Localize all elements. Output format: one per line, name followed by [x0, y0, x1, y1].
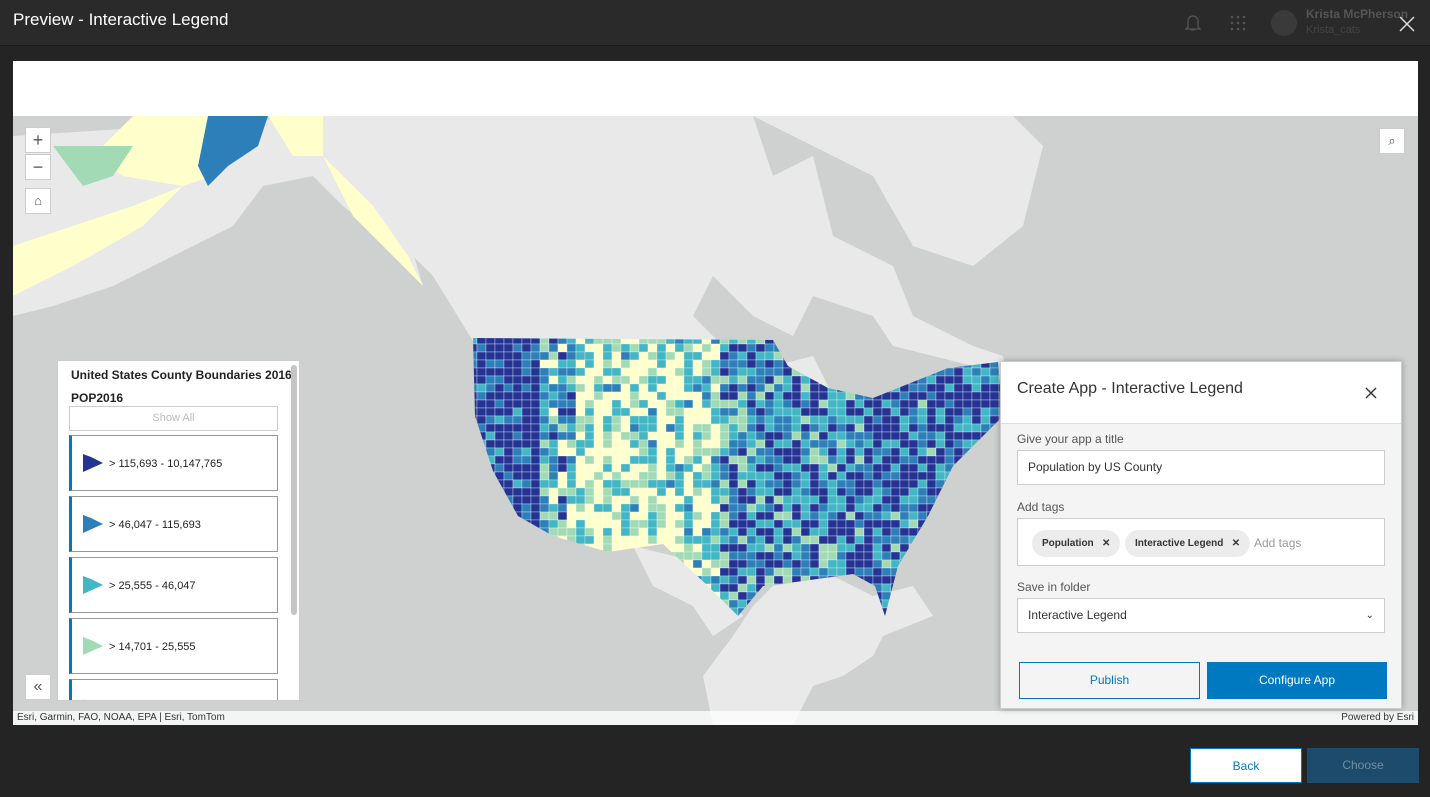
create-app-dialog: Create App - Interactive Legend Give you… [1000, 361, 1402, 709]
user-id: Krista_cats [1306, 24, 1361, 36]
preview-header [13, 61, 1418, 116]
configure-button[interactable]: Configure App [1207, 662, 1387, 699]
scrollbar[interactable] [291, 365, 297, 615]
attribution-bar: Esri, Garmin, FAO, NOAA, EPA | Esri, Tom… [13, 711, 1418, 725]
show-all-button[interactable]: Show All [69, 406, 278, 431]
window-title: Preview - Interactive Legend [13, 10, 229, 29]
tag-text: Interactive Legend [1135, 538, 1224, 549]
legend-swatch [83, 576, 103, 594]
dialog-header: Create App - Interactive Legend [1001, 362, 1401, 424]
zoom-in[interactable]: + [25, 127, 51, 153]
legend-item[interactable]: > 25,555 - 46,047 [69, 557, 278, 613]
legend-label: > 14,701 - 25,555 [109, 641, 196, 653]
legend-panel: United States County Boundaries 2016 POP… [57, 360, 300, 701]
avatar[interactable] [1270, 9, 1298, 37]
home-button[interactable]: ⌂ [25, 188, 51, 214]
legend-swatch [83, 515, 103, 533]
attribution: Esri, Garmin, FAO, NOAA, EPA | Esri, Tom… [17, 712, 225, 723]
user-name: Krista McPherson [1306, 7, 1409, 21]
tag[interactable]: Population ✕ [1032, 530, 1121, 557]
title-label: Give your app a title [1017, 432, 1124, 446]
legend-field: POP2016 [71, 391, 124, 405]
folder-value: Interactive Legend [1028, 608, 1127, 622]
tag[interactable]: Interactive Legend ✕ [1125, 530, 1251, 557]
dialog-title: Create App - Interactive Legend [1017, 380, 1243, 397]
choose-button[interactable]: Choose [1307, 748, 1419, 783]
legend-item[interactable] [69, 679, 278, 700]
legend-item[interactable]: > 46,047 - 115,693 [69, 496, 278, 552]
legend-swatch [83, 454, 103, 472]
apps-icon[interactable] [1229, 14, 1247, 32]
bell-icon[interactable] [1184, 13, 1202, 33]
legend-label: > 25,555 - 46,047 [109, 580, 196, 592]
legend-title: United States County Boundaries 2016 [71, 368, 292, 382]
legend-label: > 46,047 - 115,693 [109, 519, 201, 531]
county-choropleth [473, 338, 1003, 616]
publish-button[interactable]: Publish [1019, 662, 1200, 699]
title-input[interactable]: Population by US County [1017, 450, 1385, 485]
top-bar: Preview - Interactive Legend Krista McPh… [0, 0, 1430, 46]
alaska [13, 116, 423, 296]
close-icon[interactable] [1399, 16, 1415, 32]
folder-select[interactable]: Interactive Legend ⌄ [1017, 598, 1385, 633]
legend-item[interactable]: > 14,701 - 25,555 [69, 618, 278, 674]
legend-label: > 115,693 - 10,147,765 [109, 458, 223, 470]
zoom-out[interactable]: − [25, 154, 51, 180]
collapse-legend[interactable]: « [25, 674, 51, 700]
back-button[interactable]: Back [1190, 748, 1302, 783]
dialog-close[interactable] [1365, 387, 1377, 399]
search-button[interactable]: ⌕ [1379, 128, 1405, 154]
powered-by: Powered by Esri [1341, 712, 1414, 723]
tags-label: Add tags [1017, 500, 1065, 514]
legend-swatch [83, 698, 89, 700]
tag-text: Population [1042, 538, 1094, 549]
legend-swatch [83, 637, 103, 655]
tags-placeholder: Add tags [1254, 536, 1302, 550]
counties [473, 338, 1003, 616]
tags-input[interactable]: Population ✕ Interactive Legend ✕ Add ta… [1017, 518, 1385, 566]
legend-item[interactable]: > 115,693 - 10,147,765 [69, 435, 278, 491]
folder-label: Save in folder [1017, 580, 1091, 594]
basemap [13, 116, 1043, 725]
